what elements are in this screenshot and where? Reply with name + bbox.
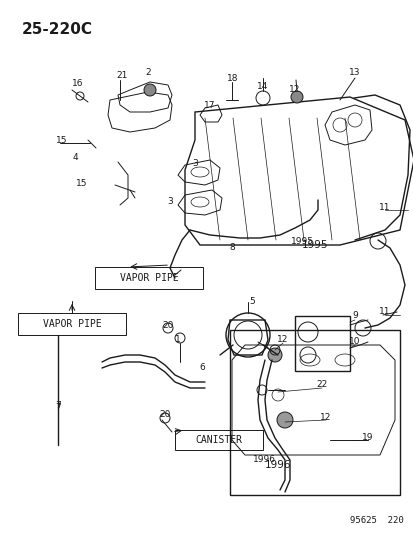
Text: 22: 22 (316, 381, 327, 390)
Text: 11: 11 (378, 203, 390, 212)
Text: 17: 17 (204, 101, 215, 109)
Text: 13: 13 (349, 68, 360, 77)
Text: 1996: 1996 (264, 460, 291, 470)
Text: 15: 15 (56, 135, 68, 144)
Text: 3: 3 (192, 158, 197, 167)
Text: 12: 12 (320, 414, 331, 423)
Text: 5: 5 (249, 297, 254, 306)
Text: 9: 9 (351, 311, 357, 319)
Text: 8: 8 (228, 244, 234, 253)
Text: 14: 14 (257, 82, 268, 91)
Text: 1995: 1995 (301, 240, 328, 250)
Text: 18: 18 (227, 74, 238, 83)
Text: 2: 2 (145, 68, 150, 77)
Text: 25-220C: 25-220C (22, 22, 93, 37)
Text: 21: 21 (116, 70, 127, 79)
Text: 12: 12 (289, 85, 300, 93)
Text: 6: 6 (199, 364, 204, 373)
Circle shape (276, 412, 292, 428)
Text: CANISTER: CANISTER (195, 435, 242, 445)
Bar (294, 316, 349, 371)
Text: 1996: 1996 (252, 456, 275, 464)
Text: 20: 20 (162, 321, 173, 330)
Bar (230, 330, 399, 495)
Circle shape (144, 84, 156, 96)
Text: 20: 20 (159, 410, 170, 419)
Text: 19: 19 (361, 433, 373, 442)
Circle shape (267, 348, 281, 362)
Text: VAPOR PIPE: VAPOR PIPE (119, 273, 178, 283)
Text: 16: 16 (72, 78, 83, 87)
Bar (175, 430, 262, 450)
Text: 10: 10 (349, 337, 360, 346)
Text: 1: 1 (175, 335, 180, 344)
Text: 11: 11 (378, 308, 390, 317)
Bar (95, 267, 202, 289)
Bar (18, 313, 126, 335)
Text: 12: 12 (277, 335, 288, 344)
Text: 3: 3 (167, 198, 173, 206)
Text: VAPOR PIPE: VAPOR PIPE (43, 319, 101, 329)
Text: 95625  220: 95625 220 (349, 516, 403, 525)
Text: 4: 4 (72, 152, 78, 161)
Text: 1995: 1995 (290, 238, 313, 246)
Text: 15: 15 (76, 179, 88, 188)
Text: 7: 7 (55, 403, 61, 413)
Circle shape (290, 91, 302, 103)
Text: 7: 7 (55, 401, 61, 410)
